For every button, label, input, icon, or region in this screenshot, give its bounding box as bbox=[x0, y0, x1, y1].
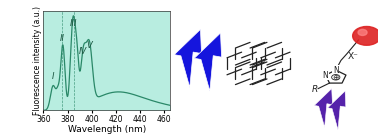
X-axis label: Wavelength (nm): Wavelength (nm) bbox=[68, 125, 146, 134]
Polygon shape bbox=[174, 29, 201, 87]
Polygon shape bbox=[194, 33, 222, 91]
Text: V: V bbox=[87, 41, 92, 50]
Text: N: N bbox=[323, 71, 328, 80]
Polygon shape bbox=[328, 91, 346, 130]
Text: R: R bbox=[311, 85, 318, 94]
Text: ⊕: ⊕ bbox=[333, 73, 339, 82]
Text: I: I bbox=[52, 72, 54, 81]
Text: IV: IV bbox=[79, 47, 87, 56]
Text: X⁻: X⁻ bbox=[348, 52, 359, 61]
Text: N: N bbox=[333, 66, 339, 75]
Text: II: II bbox=[60, 34, 65, 43]
Circle shape bbox=[353, 26, 378, 45]
Text: III: III bbox=[70, 19, 77, 28]
Circle shape bbox=[358, 29, 367, 35]
Polygon shape bbox=[314, 89, 332, 127]
Y-axis label: Fluorescence intensity (a.u.): Fluorescence intensity (a.u.) bbox=[33, 6, 42, 115]
